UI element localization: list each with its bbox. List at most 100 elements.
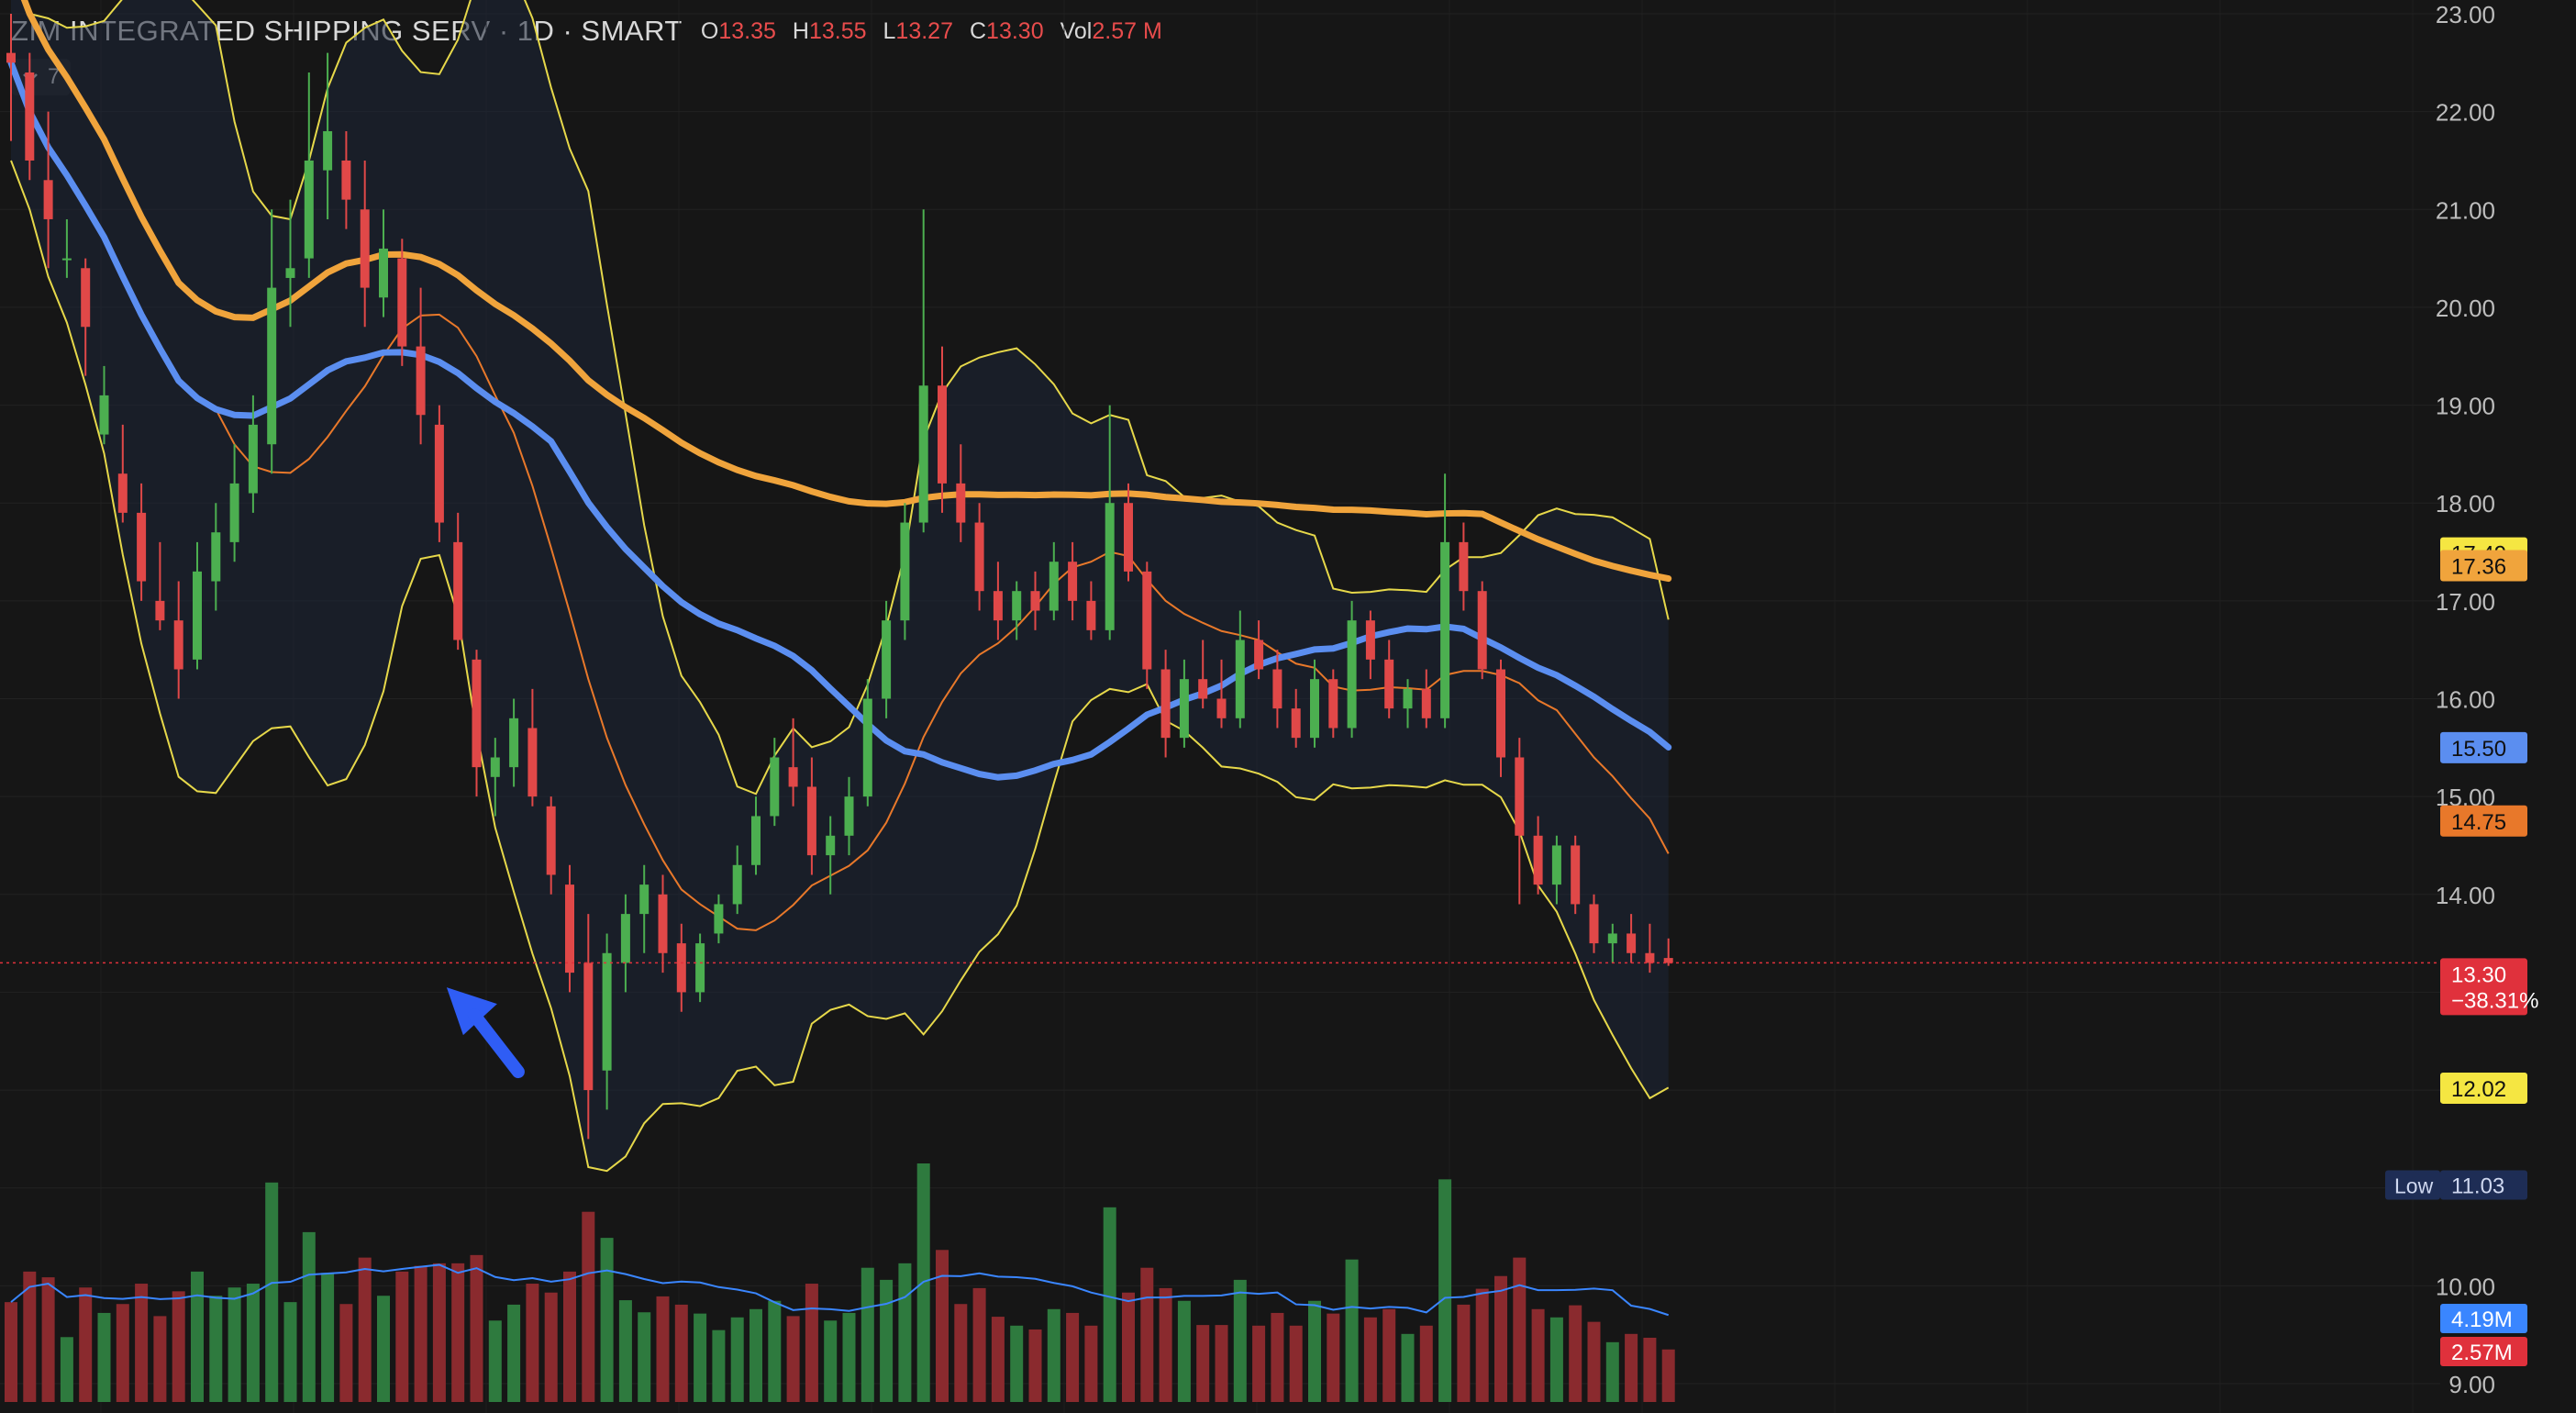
volume-bar bbox=[23, 1271, 37, 1402]
volume-bar bbox=[1140, 1267, 1154, 1402]
low-marker-value: 11.03 bbox=[2451, 1174, 2504, 1199]
volume-bar bbox=[377, 1296, 390, 1402]
volume-bar bbox=[805, 1284, 818, 1402]
candle-body bbox=[1179, 679, 1189, 739]
moving-average-blue-line bbox=[7, 59, 1672, 781]
candle-body bbox=[173, 620, 183, 670]
price-tick-label: 17.00 bbox=[2436, 588, 2495, 616]
volume-bar bbox=[79, 1287, 93, 1402]
candle-body bbox=[229, 483, 239, 542]
price-axis-labels: 17.4917.3615.5014.7512.0213.30−38.31%Low… bbox=[2385, 537, 2538, 1366]
candle-body bbox=[509, 718, 519, 768]
volume-bar bbox=[1587, 1321, 1601, 1402]
volume-bar bbox=[135, 1284, 149, 1402]
volume-bar bbox=[824, 1320, 838, 1402]
volume-bar bbox=[1549, 1317, 1563, 1402]
candle-body bbox=[639, 885, 650, 915]
price-tick-label: 22.00 bbox=[2436, 99, 2495, 127]
candle-body bbox=[137, 512, 147, 582]
volume-bar bbox=[1308, 1300, 1321, 1402]
volume-bar bbox=[1419, 1325, 1433, 1402]
volume-bar bbox=[414, 1265, 427, 1402]
volume-bar bbox=[1196, 1325, 1210, 1402]
volume-bar bbox=[5, 1302, 17, 1402]
annotation-arrow bbox=[446, 987, 525, 1079]
volume-bar bbox=[582, 1211, 595, 1402]
price-label-bg bbox=[2440, 550, 2527, 582]
volume-label-bg bbox=[2440, 1304, 2527, 1333]
volume-bar bbox=[563, 1271, 576, 1402]
candle-body bbox=[1384, 659, 1394, 709]
volume-bar bbox=[972, 1287, 986, 1402]
candle-body bbox=[1459, 541, 1469, 592]
volume-bar bbox=[153, 1316, 167, 1402]
volume-bar bbox=[432, 1263, 446, 1402]
volume-bar bbox=[1513, 1257, 1527, 1402]
volume-bar bbox=[1177, 1300, 1191, 1402]
high-label: H bbox=[792, 17, 809, 44]
last-price-label: 13.30 bbox=[2451, 962, 2506, 987]
volume-bar bbox=[1028, 1329, 1042, 1402]
last-price-label-bg bbox=[2440, 958, 2527, 1016]
volume-label-bg bbox=[2440, 1337, 2527, 1366]
candle-body bbox=[397, 258, 407, 347]
candle-body bbox=[472, 659, 482, 768]
candle-body bbox=[695, 943, 705, 993]
candle-body bbox=[826, 835, 836, 856]
candle-body bbox=[676, 943, 686, 993]
candle-body bbox=[1496, 669, 1505, 758]
candle-body bbox=[1272, 669, 1282, 709]
moving-average-orange-line bbox=[20, 0, 1672, 583]
candle-body bbox=[360, 209, 370, 288]
volume-bar bbox=[638, 1312, 651, 1402]
volume-bar bbox=[209, 1296, 223, 1402]
candle-body bbox=[1421, 688, 1431, 718]
candles bbox=[6, 14, 1673, 1140]
volume-bar bbox=[600, 1238, 614, 1402]
volume-bar bbox=[488, 1320, 502, 1402]
candle-body bbox=[379, 248, 388, 298]
volume-bar bbox=[228, 1287, 241, 1402]
volume-value: 2.57 M bbox=[1092, 17, 1162, 44]
volume-bar bbox=[786, 1316, 800, 1402]
candle-body bbox=[1049, 562, 1059, 611]
candle-body bbox=[193, 571, 202, 660]
volume-bar bbox=[1363, 1317, 1377, 1402]
price-label-bg bbox=[2440, 1072, 2527, 1104]
volume-bar bbox=[712, 1330, 726, 1402]
candle-body bbox=[770, 757, 780, 817]
price-tick-label: 18.00 bbox=[2436, 490, 2495, 517]
open-label: O bbox=[700, 17, 719, 44]
volume-bar bbox=[768, 1300, 782, 1402]
candle-body bbox=[862, 698, 872, 797]
candle-body bbox=[714, 904, 724, 934]
candle-body bbox=[304, 160, 314, 259]
volume-bar bbox=[674, 1304, 688, 1402]
candle-body bbox=[1086, 600, 1096, 630]
close-label: C bbox=[969, 17, 987, 44]
candle-body bbox=[1068, 562, 1078, 601]
volume-bar bbox=[41, 1277, 55, 1402]
volume-bar bbox=[1643, 1337, 1657, 1402]
volume-bar bbox=[1327, 1313, 1340, 1402]
candle-body bbox=[732, 864, 742, 905]
volume-bar bbox=[1047, 1308, 1060, 1402]
volume-bar bbox=[1271, 1312, 1284, 1402]
candle-body bbox=[788, 767, 798, 787]
volume-bar bbox=[1457, 1304, 1471, 1402]
volume-bar bbox=[1625, 1333, 1638, 1402]
candle-body bbox=[1365, 620, 1375, 660]
candle-body bbox=[1663, 958, 1673, 963]
volume-bar bbox=[265, 1182, 279, 1402]
volume-bar bbox=[1103, 1207, 1116, 1402]
candle-body bbox=[1012, 591, 1022, 621]
candle-body bbox=[1440, 541, 1450, 718]
volume-bar bbox=[618, 1300, 632, 1402]
bollinger-fill bbox=[11, 0, 1669, 1172]
volume-bar bbox=[1159, 1287, 1172, 1402]
volume-bar bbox=[1233, 1279, 1247, 1402]
candle-body bbox=[1030, 591, 1040, 611]
candle-body bbox=[453, 541, 463, 640]
volume-bar bbox=[1382, 1308, 1396, 1402]
